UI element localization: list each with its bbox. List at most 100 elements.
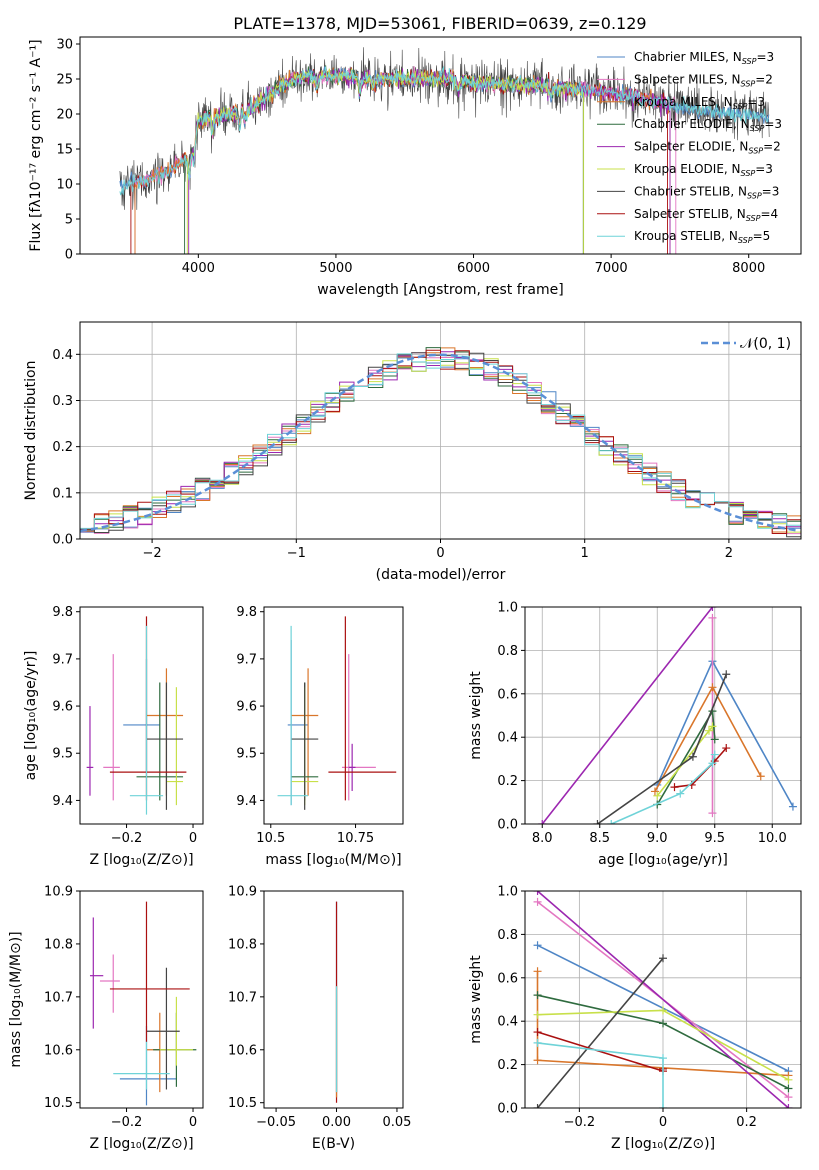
legend-entry: Chabrier MILES, NSSP=3 <box>634 50 774 66</box>
y-axis: 0.00.10.20.30.4 <box>52 348 80 548</box>
x-tick-label: −0.2 <box>111 1115 143 1130</box>
y-tick-label: 9.4 <box>236 794 257 809</box>
y-tick-label: 1.0 <box>497 885 518 900</box>
y-tick-label: 9.5 <box>236 747 257 762</box>
weight-series-line <box>538 958 664 1108</box>
x-tick-label: −0.2 <box>564 1115 596 1130</box>
axes-frame <box>264 891 403 1108</box>
y-tick-label: 9.8 <box>52 605 73 620</box>
error-bar-point <box>103 654 120 800</box>
weight-point-marker <box>534 967 542 975</box>
y-axis: 9.4 9.5 9.6 9.7 9.8 <box>52 605 80 809</box>
weight-series-line <box>675 748 727 787</box>
y-axis-label: mass weight <box>468 671 484 760</box>
axes-frame <box>525 607 801 824</box>
y-tick-label: 9.6 <box>52 700 73 715</box>
plot-age-vs-mass: 10.5 10.759.49.59.69.79.8mass [log₁₀(M/M⊙… <box>236 605 403 868</box>
x-axis-label: (data-model)/error <box>376 567 506 583</box>
legend: 𝒩(0, 1) <box>701 336 791 352</box>
x-tick-label: 4000 <box>182 261 215 276</box>
x-tick-label: 0 <box>189 831 197 846</box>
axes-frame <box>264 607 403 824</box>
plot-area <box>90 902 196 1106</box>
y-tick-label: 10.7 <box>44 990 73 1005</box>
x-tick-label: −0.05 <box>256 1115 296 1130</box>
y-tick-label: 9.7 <box>236 652 257 667</box>
y-axis: 051015202530 <box>56 38 80 263</box>
y-tick-label: 9.6 <box>236 700 257 715</box>
x-tick-label: 8.5 <box>589 831 610 846</box>
x-tick-label: 8000 <box>732 261 765 276</box>
legend-entry: Salpeter MILES, NSSP=2 <box>634 72 773 88</box>
x-tick-label: 0 <box>436 546 444 561</box>
y-tick-label: 0.0 <box>497 1102 518 1117</box>
weight-point-marker <box>534 941 542 949</box>
x-tick-label: 0 <box>189 1115 197 1130</box>
plot-area <box>538 603 797 828</box>
y-tick-label: 10.5 <box>44 1096 73 1111</box>
y-axis-label: Flux [fλ10⁻¹⁷ erg cm⁻² s⁻¹ A⁻¹] <box>28 39 44 251</box>
y-axis: 9.4 9.5 9.6 9.7 9.8 <box>236 605 264 809</box>
error-bar-point <box>146 1013 176 1092</box>
error-bar-point <box>146 682 183 809</box>
weight-point-marker <box>534 1028 542 1036</box>
y-axis: 0.0 0.2 0.4 0.6 0.8 1.0 <box>497 601 525 833</box>
x-tick-label: 10.0 <box>758 831 787 846</box>
y-tick-label: 9.8 <box>236 605 257 620</box>
figure-title: PLATE=1378, MJD=53061, FIBERID=0639, z=0… <box>233 14 646 33</box>
x-tick-label: 9.0 <box>647 831 668 846</box>
error-bar-point <box>90 917 103 1028</box>
weight-point-marker <box>708 809 716 817</box>
weight-point-marker <box>534 1039 542 1047</box>
x-axis: −0.2 0 <box>111 1108 197 1130</box>
x-axis: −0.2 0 0.2 <box>564 1108 757 1130</box>
y-tick-label: 0.3 <box>52 394 73 409</box>
y-tick-label: 0.1 <box>52 486 73 501</box>
x-tick-label: 10.75 <box>337 831 374 846</box>
y-tick-label: 30 <box>56 38 73 53</box>
x-tick-label: 2 <box>725 546 733 561</box>
x-tick-label: 0.00 <box>322 1115 351 1130</box>
y-tick-label: 10.7 <box>228 990 257 1005</box>
x-tick-label: 0 <box>659 1115 667 1130</box>
error-bar-point <box>349 744 356 791</box>
weight-point-marker <box>789 803 797 811</box>
weight-point-marker <box>534 1056 542 1064</box>
x-tick-label: 7000 <box>595 261 628 276</box>
y-tick-label: 10.9 <box>228 885 257 900</box>
y-tick-label: 0.2 <box>52 440 73 455</box>
error-bar-point <box>110 616 186 800</box>
spectrum-line <box>185 65 584 254</box>
y-tick-label: 10 <box>56 178 73 193</box>
x-tick-label: 6000 <box>457 261 490 276</box>
y-tick-label: 10.6 <box>228 1043 257 1058</box>
x-axis: −0.05 0.00 0.05 <box>256 1108 411 1130</box>
error-bar-point <box>166 687 183 805</box>
legend-entry: Salpeter ELODIE, NSSP=2 <box>634 140 781 156</box>
y-tick-label: 1.0 <box>497 601 518 616</box>
weight-point-marker <box>659 1019 667 1027</box>
x-tick-label: 0.2 <box>736 1115 757 1130</box>
y-tick-label: 0.8 <box>497 644 518 659</box>
y-tick-label: 15 <box>56 143 73 158</box>
x-tick-label: 10.5 <box>256 831 285 846</box>
weight-point-marker <box>722 670 730 678</box>
error-bar-point <box>113 1042 170 1090</box>
legend-entry: Kroupa MILES, NSSP=3 <box>634 95 765 111</box>
weight-series-line <box>538 1032 664 1071</box>
weight-point-marker <box>784 1084 792 1092</box>
y-axis-label: mass weight <box>468 955 484 1044</box>
y-tick-label: 0.0 <box>497 818 518 833</box>
x-tick-label: 9.5 <box>704 831 725 846</box>
error-bar-point <box>100 955 120 1013</box>
x-tick-label: −1 <box>287 546 306 561</box>
axes-frame <box>80 607 203 824</box>
weight-point-marker <box>671 783 679 791</box>
y-tick-label: 0.4 <box>497 1015 518 1030</box>
y-tick-label: 0.6 <box>497 687 518 702</box>
plot-residual-histogram: −2 −1 0 1 20.00.10.20.30.4(data-model)/error… <box>23 322 801 583</box>
x-axis: −0.2 0 <box>111 824 197 846</box>
y-tick-label: 0.4 <box>497 731 518 746</box>
x-axis-label: Z [log₁₀(Z/Z⊙)] <box>611 1136 715 1152</box>
figure-canvas: PLATE=1378, MJD=53061, FIBERID=0639, z=0… <box>0 0 819 1170</box>
